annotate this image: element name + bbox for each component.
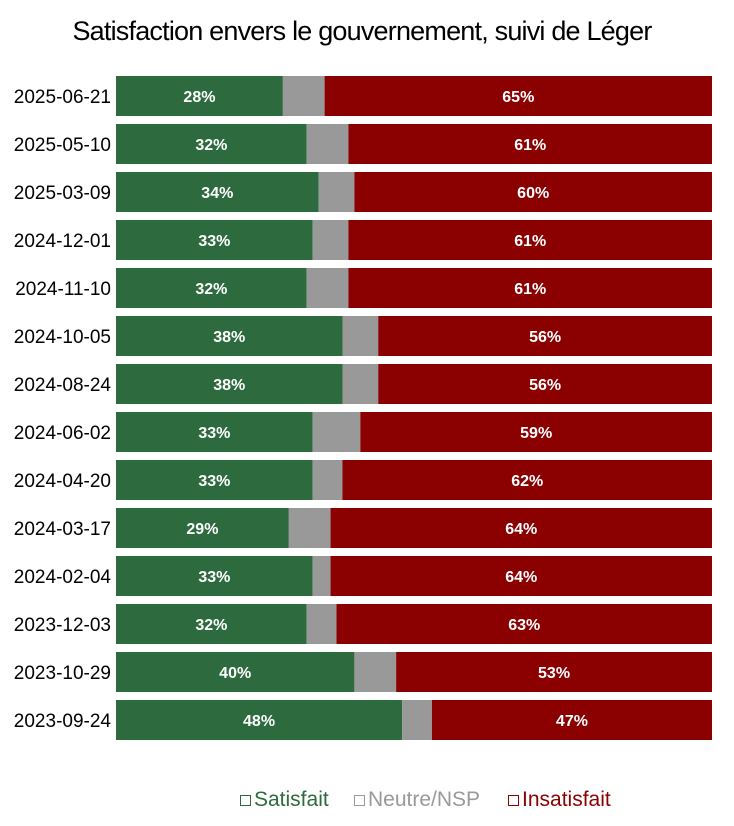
bar-segment-insatisfait [360,412,712,452]
bar-segment-insatisfait [336,604,712,644]
bar-segment-satisfait [116,316,343,356]
bar-segment-neutre-nsp [402,700,432,740]
data-label: 59% [520,425,552,442]
bar-segment-insatisfait [354,172,712,212]
category-label: 2023-10-29 [14,663,111,684]
bar-segment-satisfait [116,220,313,260]
bar-segment-insatisfait [378,364,712,404]
legend-swatch [240,794,251,806]
data-label: 32% [195,281,227,298]
legend-label: Satisfait [254,788,329,811]
legend-swatch [508,794,519,806]
data-label: 60% [517,185,549,202]
legend-item: Satisfait [240,788,329,812]
bar-segment-insatisfait [330,556,712,596]
bar-segment-neutre-nsp [306,604,337,644]
data-label: 32% [195,617,227,634]
bar-segment-neutre-nsp [306,268,349,308]
data-label: 61% [514,233,546,250]
bar-segment-insatisfait [431,700,712,740]
bar-segment-satisfait [116,508,289,548]
data-label: 56% [529,329,561,346]
bar-segment-insatisfait [324,76,712,116]
bar-segment-neutre-nsp [318,172,355,212]
bar-segment-insatisfait [342,460,712,500]
bar-segment-neutre-nsp [306,124,349,164]
category-label: 2024-12-01 [14,231,111,252]
category-label: 2024-10-05 [14,327,111,348]
bar-segment-insatisfait [396,652,712,692]
bar-segment-neutre-nsp [288,508,331,548]
legend-swatch [354,794,365,806]
data-label: 38% [213,329,245,346]
data-label: 63% [508,617,540,634]
data-label: 40% [219,665,251,682]
category-label: 2024-06-02 [14,423,111,444]
bar-segment-neutre-nsp [312,556,331,596]
bar-segment-satisfait [116,268,307,308]
data-label: 28% [183,89,215,106]
data-label: 32% [195,137,227,154]
bar-segment-neutre-nsp [312,220,349,260]
chart-title: Satisfaction envers le gouvernement, sui… [72,16,652,46]
data-label: 33% [198,233,230,250]
bar-segment-insatisfait [348,220,712,260]
bar-segment-neutre-nsp [354,652,397,692]
category-label: 2023-09-24 [14,711,112,732]
bar-segment-neutre-nsp [312,460,343,500]
bar-segment-neutre-nsp [282,76,325,116]
bar-segment-satisfait [116,700,403,740]
data-label: 33% [198,569,230,586]
bar-segment-satisfait [116,412,313,452]
bar-segment-satisfait [116,124,307,164]
data-label: 53% [538,665,570,682]
data-label: 61% [514,281,546,298]
bar-segment-satisfait [116,460,313,500]
category-label: 2024-03-17 [14,519,111,540]
legend-item: Neutre/NSP [354,788,480,812]
category-label: 2025-06-21 [14,87,111,108]
data-label: 65% [502,89,534,106]
data-label: 34% [201,185,233,202]
data-label: 33% [198,473,230,490]
category-label: 2024-08-24 [14,375,112,396]
legend-item: Insatisfait [508,788,611,812]
stacked-bar-chart: 2025-06-21 28% 65% 2025-05-10 32% 61% 2025-03-… [14,76,712,740]
legend-label: Neutre/NSP [368,788,481,811]
bar-segment-satisfait [116,172,319,212]
legend-label: Insatisfait [522,788,611,811]
bar-segment-satisfait [116,652,355,692]
data-label: 64% [505,569,537,586]
data-label: 47% [556,713,588,730]
bar-segment-satisfait [116,556,313,596]
data-label: 64% [505,521,537,538]
bar-segment-neutre-nsp [342,364,379,404]
category-label: 2023-12-03 [14,615,111,636]
data-label: 62% [511,473,543,490]
bar-segment-satisfait [116,76,283,116]
bar-segment-insatisfait [348,268,712,308]
category-label: 2024-11-10 [15,279,111,300]
data-label: 61% [514,137,546,154]
bar-segment-satisfait [116,604,307,644]
bar-segment-neutre-nsp [342,316,379,356]
data-label: 33% [198,425,230,442]
category-label: 2024-04-20 [14,471,111,492]
bar-segment-insatisfait [378,316,712,356]
bar-segment-insatisfait [348,124,712,164]
data-label: 38% [213,377,245,394]
bar-segment-insatisfait [330,508,712,548]
category-label: 2025-03-09 [14,183,111,204]
category-label: 2024-02-04 [14,567,112,588]
category-label: 2025-05-10 [14,135,111,156]
bar-segment-satisfait [116,364,343,404]
bar-segment-neutre-nsp [312,412,361,452]
data-label: 29% [186,521,218,538]
data-label: 48% [243,713,275,730]
data-label: 56% [529,377,561,394]
